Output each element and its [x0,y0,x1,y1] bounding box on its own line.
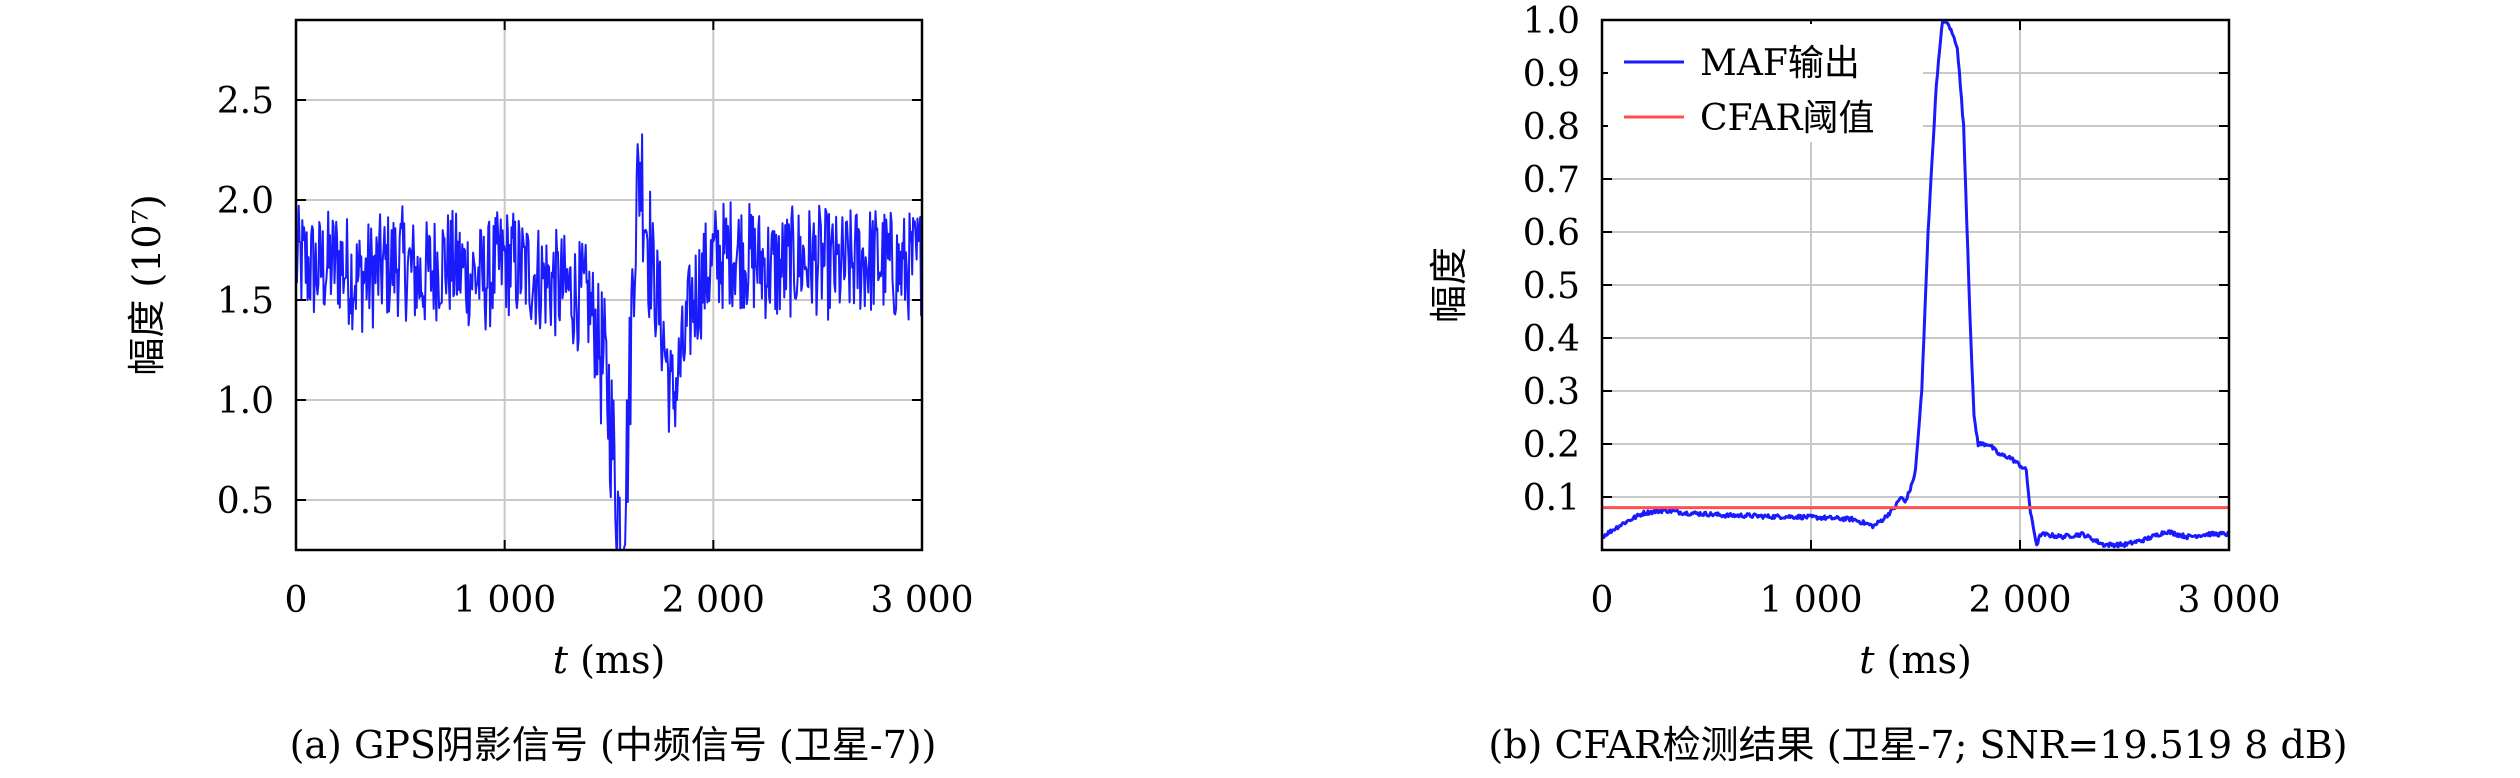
series-line-0 [296,133,922,550]
y-tick-label: 1.5 [217,281,274,322]
x-tick-label: 3 000 [2177,580,2280,621]
legend: MAF输出 CFAR阈值 [1608,24,1923,142]
x-tick-label: 1 000 [1759,580,1862,621]
plot-frame [294,18,924,552]
y-tick-label: 0.9 [1523,54,1580,95]
legend-label-1: CFAR阈值 [1700,98,1875,139]
y-tick-label: 0.1 [1523,478,1580,519]
y-axis-label: 幅度 (10⁷) [125,194,169,375]
x-axis-label-unit: (ms) [568,638,665,682]
y-tick-label: 1.0 [217,381,274,422]
x-tick-label: 2 000 [1968,580,2071,621]
chart-caption: (a) GPS阴影信号 (中频信号 (卫星-7)) [290,723,937,767]
y-tick-label: 2.5 [217,81,274,122]
x-tick-label: 1 000 [453,580,556,621]
x-axis-label-var: t [1859,638,1875,682]
legend-box [1608,24,1923,142]
series-line-0 [1602,20,2229,549]
y-tick-label: 0.2 [1523,425,1580,466]
y-tick-label: 0.6 [1523,213,1580,254]
chart-a-gps-shadow-signal: 0 1 000 2 000 3 000 0.5 1.0 1.5 2.0 2.5 幅度 (10⁷) t… [125,18,974,767]
x-axis-label: t (ms) [553,638,666,682]
y-tick-label: 2.0 [217,181,274,222]
series-group [296,133,922,550]
y-axis-label: 幅度 [1427,247,1471,323]
y-tick-label: 1.0 [1523,1,1580,42]
y-tick-label: 0.5 [1523,266,1580,307]
y-tick-label: 0.7 [1523,160,1580,201]
x-tick-label: 3 000 [870,580,973,621]
x-tick-label: 2 000 [662,580,765,621]
x-axis-label: t (ms) [1859,638,1972,682]
x-tick-label: 0 [1591,580,1614,621]
y-tick-label: 0.5 [217,481,274,522]
y-tick-label: 0.8 [1523,107,1580,148]
legend-label-0: MAF输出 [1700,43,1860,84]
x-axis-label-var: t [553,638,569,682]
series-group [1602,20,2229,549]
chart-caption: (b) CFAR检测结果 (卫星-7; SNR=19.519 8 dB) [1488,723,2347,767]
chart-b-cfar-detection: 0 1 000 2 000 3 000 0.1 0.2 0.3 0.4 0.5 0.6 0.7 0.8… [1427,1,2348,767]
x-tick-label: 0 [285,580,308,621]
x-axis-label-unit: (ms) [1875,638,1972,682]
y-tick-label: 0.4 [1523,319,1580,360]
y-tick-label: 0.3 [1523,372,1580,413]
